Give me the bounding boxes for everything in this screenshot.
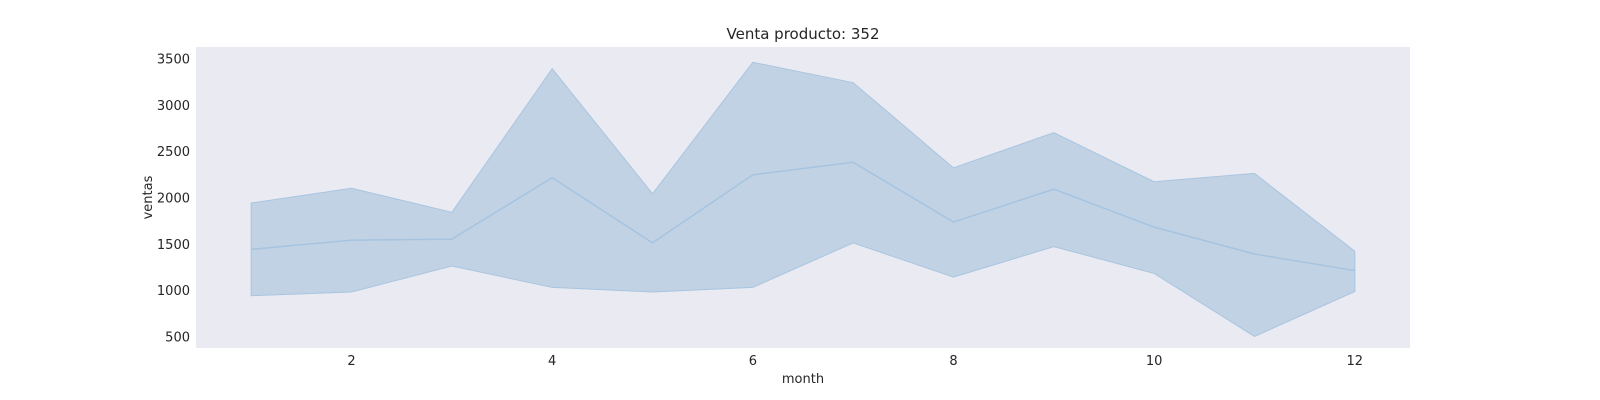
x-axis-ticks: 2 4 6 8 10 12 — [347, 354, 1363, 369]
x-tick-label: 2 — [347, 354, 355, 369]
x-tick-label: 4 — [548, 354, 556, 369]
y-tick-label: 1500 — [157, 238, 190, 253]
confidence-band-layer — [250, 61, 1356, 337]
y-axis-ticks: 500 1000 1500 2000 2500 3000 3500 — [157, 53, 190, 346]
confidence-band — [250, 61, 1356, 337]
y-tick-label: 3500 — [157, 53, 190, 68]
series-line — [251, 161, 1355, 272]
x-tick-label: 8 — [949, 354, 957, 369]
chart-title: Venta producto: 352 — [727, 25, 880, 43]
y-tick-label: 1000 — [157, 284, 190, 299]
x-axis-label: month — [782, 372, 824, 387]
y-tick-label: 500 — [165, 330, 190, 345]
y-axis-label: ventas — [141, 175, 156, 219]
series-line-layer — [251, 161, 1355, 272]
x-tick-label: 12 — [1347, 354, 1364, 369]
x-tick-label: 10 — [1146, 354, 1163, 369]
x-tick-label: 6 — [749, 354, 757, 369]
y-tick-label: 2000 — [157, 192, 190, 207]
y-tick-label: 3000 — [157, 99, 190, 114]
y-tick-label: 2500 — [157, 145, 190, 160]
